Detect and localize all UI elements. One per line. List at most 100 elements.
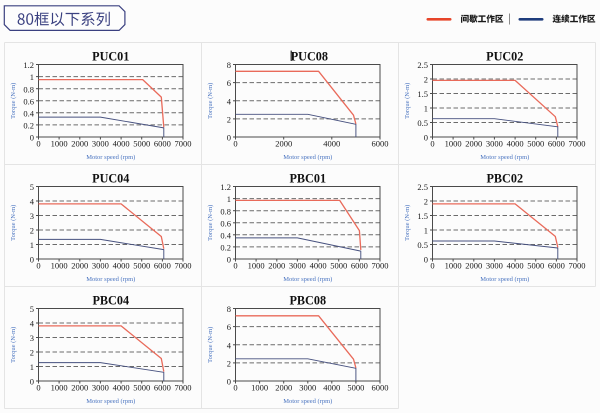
- svg-text:6: 6: [227, 78, 231, 88]
- svg-text:0: 0: [227, 255, 231, 265]
- svg-text:6000: 6000: [154, 383, 171, 393]
- svg-text:1: 1: [30, 72, 34, 82]
- svg-text:4000: 4000: [323, 139, 340, 149]
- svg-text:2: 2: [227, 359, 231, 369]
- svg-text:6000: 6000: [548, 139, 565, 149]
- svg-text:PBC04: PBC04: [92, 294, 129, 308]
- svg-text:0.8: 0.8: [220, 206, 231, 216]
- svg-text:Torque (N-m): Torque (N-m): [10, 83, 17, 119]
- svg-text:PUC02: PUC02: [486, 50, 523, 64]
- svg-text:4000: 4000: [310, 261, 327, 271]
- svg-text:0: 0: [430, 261, 434, 271]
- svg-text:3000: 3000: [92, 139, 109, 149]
- svg-text:0.4: 0.4: [23, 108, 34, 118]
- svg-text:6: 6: [227, 322, 231, 332]
- svg-text:Motor speed (rpm): Motor speed (rpm): [86, 154, 135, 161]
- svg-text:0.2: 0.2: [220, 243, 231, 253]
- svg-text:2000: 2000: [71, 261, 88, 271]
- svg-text:0: 0: [36, 139, 40, 149]
- svg-text:1000: 1000: [51, 139, 68, 149]
- svg-text:0: 0: [30, 133, 34, 143]
- svg-text:0.2: 0.2: [23, 121, 34, 131]
- svg-text:PUC01: PUC01: [92, 50, 129, 64]
- svg-text:0.6: 0.6: [220, 218, 231, 228]
- svg-text:1: 1: [424, 226, 428, 236]
- svg-text:PUC04: PUC04: [92, 172, 129, 186]
- svg-text:0: 0: [30, 377, 34, 387]
- svg-text:5: 5: [30, 182, 34, 192]
- svg-text:Motor speed (rpm): Motor speed (rpm): [480, 154, 529, 161]
- svg-text:4000: 4000: [113, 261, 130, 271]
- svg-text:3000: 3000: [486, 261, 503, 271]
- svg-text:2: 2: [30, 226, 34, 236]
- svg-text:1.2: 1.2: [220, 182, 231, 192]
- svg-text:0: 0: [233, 261, 237, 271]
- svg-text:5000: 5000: [133, 139, 150, 149]
- svg-text:4000: 4000: [113, 139, 130, 149]
- svg-text:0: 0: [227, 133, 231, 143]
- svg-text:3000: 3000: [92, 261, 109, 271]
- svg-text:3: 3: [30, 211, 34, 221]
- svg-text:2000: 2000: [465, 139, 482, 149]
- svg-text:3: 3: [30, 333, 34, 343]
- svg-text:2000: 2000: [71, 383, 88, 393]
- svg-text:Motor speed (rpm): Motor speed (rpm): [480, 276, 529, 283]
- svg-text:2: 2: [30, 348, 34, 358]
- svg-text:0.5: 0.5: [417, 240, 428, 250]
- svg-text:1: 1: [30, 362, 34, 372]
- svg-text:0: 0: [424, 255, 428, 265]
- svg-text:3000: 3000: [486, 139, 503, 149]
- svg-text:Torque (N-m): Torque (N-m): [207, 205, 214, 241]
- svg-text:7000: 7000: [372, 261, 389, 271]
- svg-text:Torque (N-m): Torque (N-m): [10, 327, 17, 363]
- svg-text:7000: 7000: [569, 139, 586, 149]
- svg-text:Motor speed (rpm): Motor speed (rpm): [86, 398, 135, 405]
- svg-text:1.5: 1.5: [417, 89, 428, 99]
- svg-text:0: 0: [430, 139, 434, 149]
- svg-text:PBC08: PBC08: [289, 294, 326, 308]
- svg-text:0: 0: [233, 139, 237, 149]
- svg-text:Torque (N-m): Torque (N-m): [10, 205, 17, 241]
- svg-text:Torque (N-m): Torque (N-m): [404, 83, 411, 119]
- svg-text:5000: 5000: [527, 261, 544, 271]
- svg-text:Torque (N-m): Torque (N-m): [207, 83, 214, 119]
- svg-text:7000: 7000: [175, 261, 192, 271]
- svg-text:0: 0: [36, 261, 40, 271]
- svg-text:5000: 5000: [133, 383, 150, 393]
- svg-text:6000: 6000: [351, 261, 368, 271]
- svg-text:0.6: 0.6: [23, 96, 34, 106]
- svg-text:Torque (N-m): Torque (N-m): [207, 327, 214, 363]
- svg-text:8: 8: [227, 304, 231, 314]
- svg-text:1000: 1000: [51, 383, 68, 393]
- svg-text:1000: 1000: [445, 261, 462, 271]
- svg-text:1000: 1000: [251, 383, 268, 393]
- svg-text:5000: 5000: [330, 261, 347, 271]
- svg-text:2: 2: [424, 75, 428, 85]
- svg-text:6000: 6000: [154, 139, 171, 149]
- svg-text:5000: 5000: [527, 139, 544, 149]
- svg-text:7000: 7000: [175, 383, 192, 393]
- svg-text:3000: 3000: [299, 383, 316, 393]
- svg-text:PBC02: PBC02: [486, 172, 523, 186]
- svg-text:Motor speed (rpm): Motor speed (rpm): [283, 154, 332, 161]
- svg-text:2: 2: [227, 115, 231, 125]
- svg-text:Motor speed (rpm): Motor speed (rpm): [86, 276, 135, 283]
- svg-text:4: 4: [227, 96, 232, 106]
- svg-text:Motor speed (rpm): Motor speed (rpm): [283, 398, 332, 405]
- svg-text:8: 8: [227, 60, 231, 70]
- svg-text:0: 0: [227, 377, 231, 387]
- svg-text:1: 1: [227, 194, 231, 204]
- svg-text:2000: 2000: [275, 383, 292, 393]
- svg-text:0: 0: [36, 383, 40, 393]
- svg-text:4000: 4000: [113, 383, 130, 393]
- svg-text:6000: 6000: [154, 261, 171, 271]
- svg-text:0: 0: [30, 255, 34, 265]
- svg-text:3000: 3000: [92, 383, 109, 393]
- svg-text:4000: 4000: [323, 383, 340, 393]
- svg-text:0.8: 0.8: [23, 84, 34, 94]
- svg-text:PUC08: PUC08: [291, 50, 328, 64]
- svg-text:2000: 2000: [71, 139, 88, 149]
- svg-text:1: 1: [424, 104, 428, 114]
- svg-text:6000: 6000: [372, 383, 389, 393]
- svg-text:7000: 7000: [175, 139, 192, 149]
